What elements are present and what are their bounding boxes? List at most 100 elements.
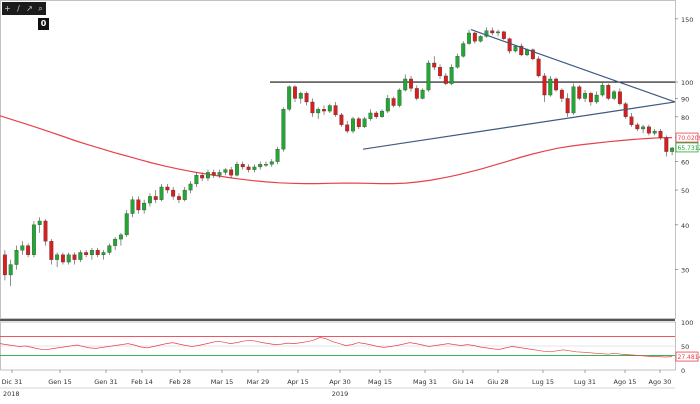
candle-body xyxy=(113,239,117,246)
y-tick-label: 90 xyxy=(681,95,689,103)
candle-body xyxy=(427,63,431,90)
x-tick-label: Feb 28 xyxy=(169,378,191,386)
y-tick-label: 100 xyxy=(681,79,693,87)
candle-body xyxy=(363,119,367,127)
candle-body xyxy=(369,113,373,119)
candle-body xyxy=(595,95,599,102)
candle-body xyxy=(502,32,506,39)
candle-body xyxy=(38,221,42,225)
pencil-icon[interactable]: / xyxy=(13,2,24,15)
candle-body xyxy=(316,109,320,113)
x-tick-label: Ago 30 xyxy=(649,378,672,386)
y-tick-label: 50 xyxy=(681,187,689,195)
candle-body xyxy=(258,164,262,167)
candle-body xyxy=(670,148,674,152)
candle-body xyxy=(653,131,657,133)
candle-body xyxy=(606,85,610,98)
candle-body xyxy=(386,98,390,111)
year-label: 2018 xyxy=(3,390,20,398)
x-tick-label: Mag 31 xyxy=(413,378,437,386)
link-icon[interactable]: ↗ xyxy=(24,2,35,15)
search-icon[interactable]: ⌕ xyxy=(35,2,46,15)
candle-body xyxy=(374,113,378,117)
candle-body xyxy=(612,92,616,99)
rsi-y-tick-label: 0 xyxy=(681,367,685,375)
candle-body xyxy=(415,88,419,98)
candle-body xyxy=(160,187,164,200)
candle-body xyxy=(253,167,257,170)
candle-body xyxy=(73,255,77,260)
candle-body xyxy=(166,187,170,190)
candle-body xyxy=(421,90,425,98)
candle-body xyxy=(340,115,344,125)
triangle-lower-trendline xyxy=(363,102,675,149)
candle-body xyxy=(450,67,454,83)
candle-body xyxy=(641,127,645,129)
moving-average-line xyxy=(0,116,672,184)
candle-body xyxy=(148,196,152,203)
candle-body xyxy=(322,109,326,111)
x-tick-label: Giu 28 xyxy=(487,378,508,386)
candle-body xyxy=(183,190,187,200)
candle-body xyxy=(589,93,593,102)
candle-body xyxy=(380,111,384,117)
candle-body xyxy=(177,196,181,199)
x-tick-label: Ago 15 xyxy=(614,378,637,386)
year-label: 2019 xyxy=(332,390,349,398)
x-tick-label: Gen 15 xyxy=(48,378,72,386)
x-tick-label: Dic 31 xyxy=(2,378,23,386)
y-tick-label: 40 xyxy=(681,222,689,230)
candle-body xyxy=(119,235,123,239)
candle-body xyxy=(624,104,628,117)
drawing-toolbar: + / ↗ ⌕ xyxy=(2,2,46,15)
candle-body xyxy=(345,125,349,131)
candle-body xyxy=(9,265,13,275)
main-plot-frame xyxy=(1,1,676,319)
candle-body xyxy=(26,246,30,255)
rsi-y-tick-label: 100 xyxy=(681,319,693,327)
candle-body xyxy=(142,203,146,210)
candle-body xyxy=(84,252,88,254)
candle-body xyxy=(496,32,500,33)
candle-body xyxy=(473,33,477,41)
candle-body xyxy=(398,90,402,106)
price-last-value-tag: 65.7312 xyxy=(678,145,700,152)
x-tick-label: Gen 31 xyxy=(94,378,118,386)
candle-body xyxy=(3,255,7,275)
indicator-count-badge[interactable]: 0 xyxy=(38,18,49,30)
candle-body xyxy=(264,164,268,165)
rsi-last-value-tag: 27.4814 xyxy=(678,354,700,361)
candle-body xyxy=(218,172,222,175)
y-tick-label: 150 xyxy=(681,16,693,24)
candle-body xyxy=(548,79,552,95)
candle-body xyxy=(282,109,286,149)
candle-body xyxy=(456,56,460,67)
candle-body xyxy=(200,175,204,178)
candle-body xyxy=(67,255,71,262)
candle-body xyxy=(131,200,135,214)
candle-body xyxy=(287,87,291,109)
candle-body xyxy=(299,93,303,98)
candle-body xyxy=(195,175,199,184)
candle-body xyxy=(583,93,587,98)
candle-body xyxy=(572,87,576,113)
candle-body xyxy=(444,76,448,84)
candle-body xyxy=(461,44,465,57)
candle-body xyxy=(630,117,634,125)
candle-body xyxy=(247,167,251,170)
candle-body xyxy=(235,164,239,175)
candle-body xyxy=(601,85,605,95)
candle-body xyxy=(560,90,564,98)
candle-body xyxy=(467,33,471,44)
candle-body xyxy=(647,127,651,133)
candle-body xyxy=(50,241,54,259)
candle-body xyxy=(508,39,512,51)
plus-icon[interactable]: + xyxy=(2,2,13,15)
candle-body xyxy=(293,87,297,99)
candle-body xyxy=(79,252,83,259)
x-tick-label: Lug 15 xyxy=(532,378,554,386)
candle-body xyxy=(90,250,94,255)
candle-body xyxy=(554,79,558,90)
candle-body xyxy=(241,164,245,167)
